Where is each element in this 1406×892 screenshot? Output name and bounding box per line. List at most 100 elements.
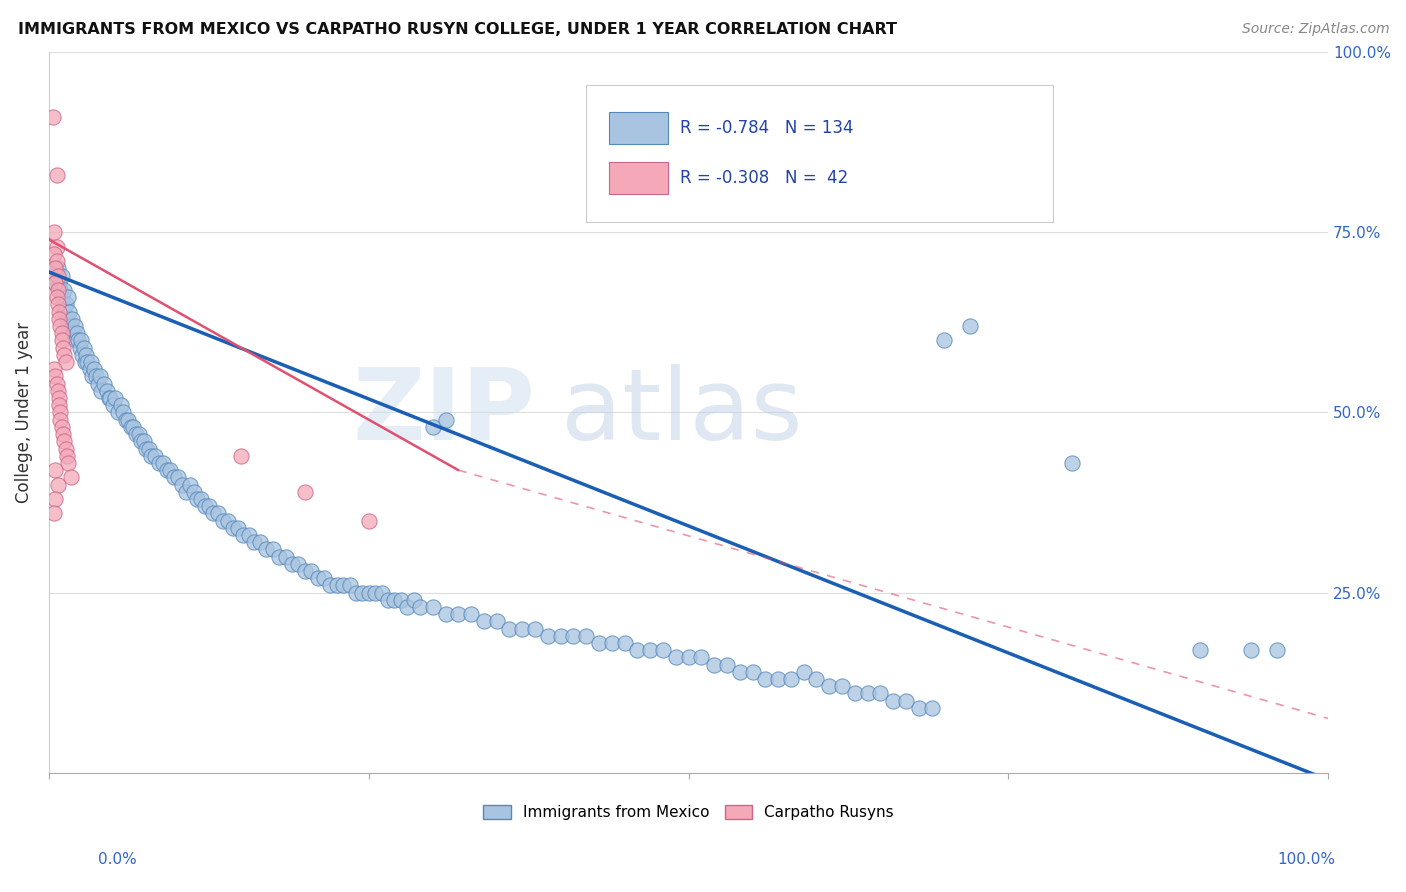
Point bbox=[42, 225, 65, 239]
Point bbox=[238, 528, 260, 542]
Point bbox=[1265, 643, 1288, 657]
Point bbox=[65, 334, 87, 348]
Point bbox=[716, 657, 738, 672]
Point bbox=[66, 326, 89, 341]
Text: R = -0.308   N =  42: R = -0.308 N = 42 bbox=[679, 169, 848, 187]
Point bbox=[53, 304, 76, 318]
Point bbox=[249, 535, 271, 549]
Point bbox=[55, 297, 77, 311]
Point bbox=[49, 405, 72, 419]
Point bbox=[389, 592, 412, 607]
Point bbox=[42, 110, 65, 124]
Point bbox=[112, 405, 135, 419]
Point bbox=[82, 369, 104, 384]
Point bbox=[49, 412, 72, 426]
Point bbox=[198, 499, 221, 513]
Point bbox=[167, 470, 190, 484]
Point bbox=[665, 650, 688, 665]
Point bbox=[70, 334, 93, 348]
Point bbox=[485, 615, 508, 629]
Point bbox=[806, 672, 828, 686]
Point bbox=[460, 607, 482, 622]
Point bbox=[409, 600, 432, 615]
Point bbox=[678, 650, 700, 665]
Text: R = -0.784   N = 134: R = -0.784 N = 134 bbox=[679, 119, 853, 136]
Point bbox=[844, 686, 866, 700]
Point bbox=[55, 442, 77, 456]
Y-axis label: College, Under 1 year: College, Under 1 year bbox=[15, 322, 32, 503]
Point bbox=[183, 484, 205, 499]
Text: atlas: atlas bbox=[561, 364, 803, 461]
Point bbox=[51, 420, 73, 434]
Point bbox=[141, 449, 163, 463]
Point bbox=[626, 643, 648, 657]
Point bbox=[294, 564, 316, 578]
Text: 0.0%: 0.0% bbox=[98, 852, 138, 867]
Point bbox=[319, 578, 342, 592]
Point bbox=[90, 384, 112, 398]
Point bbox=[229, 449, 252, 463]
Point bbox=[46, 261, 69, 276]
Point bbox=[332, 578, 354, 592]
Point bbox=[793, 665, 815, 679]
Point bbox=[152, 456, 174, 470]
Point bbox=[76, 355, 98, 369]
Point bbox=[281, 557, 304, 571]
Point bbox=[46, 477, 69, 491]
Point bbox=[46, 384, 69, 398]
Point bbox=[934, 334, 956, 348]
Text: 100.0%: 100.0% bbox=[1278, 852, 1336, 867]
Point bbox=[56, 311, 79, 326]
Point bbox=[537, 629, 560, 643]
Point bbox=[46, 283, 69, 297]
Point bbox=[575, 629, 598, 643]
Point bbox=[1189, 643, 1212, 657]
Point bbox=[1062, 456, 1084, 470]
Point bbox=[44, 369, 66, 384]
Point bbox=[51, 326, 73, 341]
Point bbox=[907, 701, 929, 715]
Point bbox=[46, 268, 69, 283]
Point bbox=[125, 427, 148, 442]
Point bbox=[96, 384, 118, 398]
Point bbox=[690, 650, 713, 665]
Point bbox=[49, 318, 72, 333]
Point bbox=[120, 420, 142, 434]
Point bbox=[117, 412, 139, 426]
Point bbox=[170, 477, 193, 491]
Point bbox=[159, 463, 181, 477]
Point bbox=[312, 571, 335, 585]
Point bbox=[42, 507, 65, 521]
Point bbox=[352, 585, 374, 599]
Point bbox=[48, 304, 70, 318]
Point bbox=[156, 463, 179, 477]
Point bbox=[48, 276, 70, 290]
Point bbox=[447, 607, 470, 622]
Point bbox=[48, 311, 70, 326]
FancyBboxPatch shape bbox=[609, 112, 668, 144]
Point bbox=[51, 268, 73, 283]
Point bbox=[75, 348, 97, 362]
Point bbox=[613, 636, 636, 650]
Point bbox=[60, 311, 83, 326]
Point bbox=[101, 398, 124, 412]
Point bbox=[107, 405, 129, 419]
Point bbox=[70, 348, 93, 362]
Point bbox=[72, 341, 94, 355]
Point bbox=[84, 369, 107, 384]
Point bbox=[217, 514, 239, 528]
Point bbox=[59, 470, 82, 484]
Point bbox=[262, 542, 284, 557]
Point bbox=[58, 304, 80, 318]
Point bbox=[62, 326, 84, 341]
Point bbox=[42, 247, 65, 261]
Point bbox=[294, 484, 316, 499]
Point bbox=[741, 665, 763, 679]
Point bbox=[882, 694, 904, 708]
Point bbox=[339, 578, 361, 592]
Point bbox=[122, 420, 145, 434]
Point bbox=[344, 585, 367, 599]
Point bbox=[48, 391, 70, 405]
Point bbox=[51, 334, 73, 348]
Point bbox=[93, 376, 115, 391]
